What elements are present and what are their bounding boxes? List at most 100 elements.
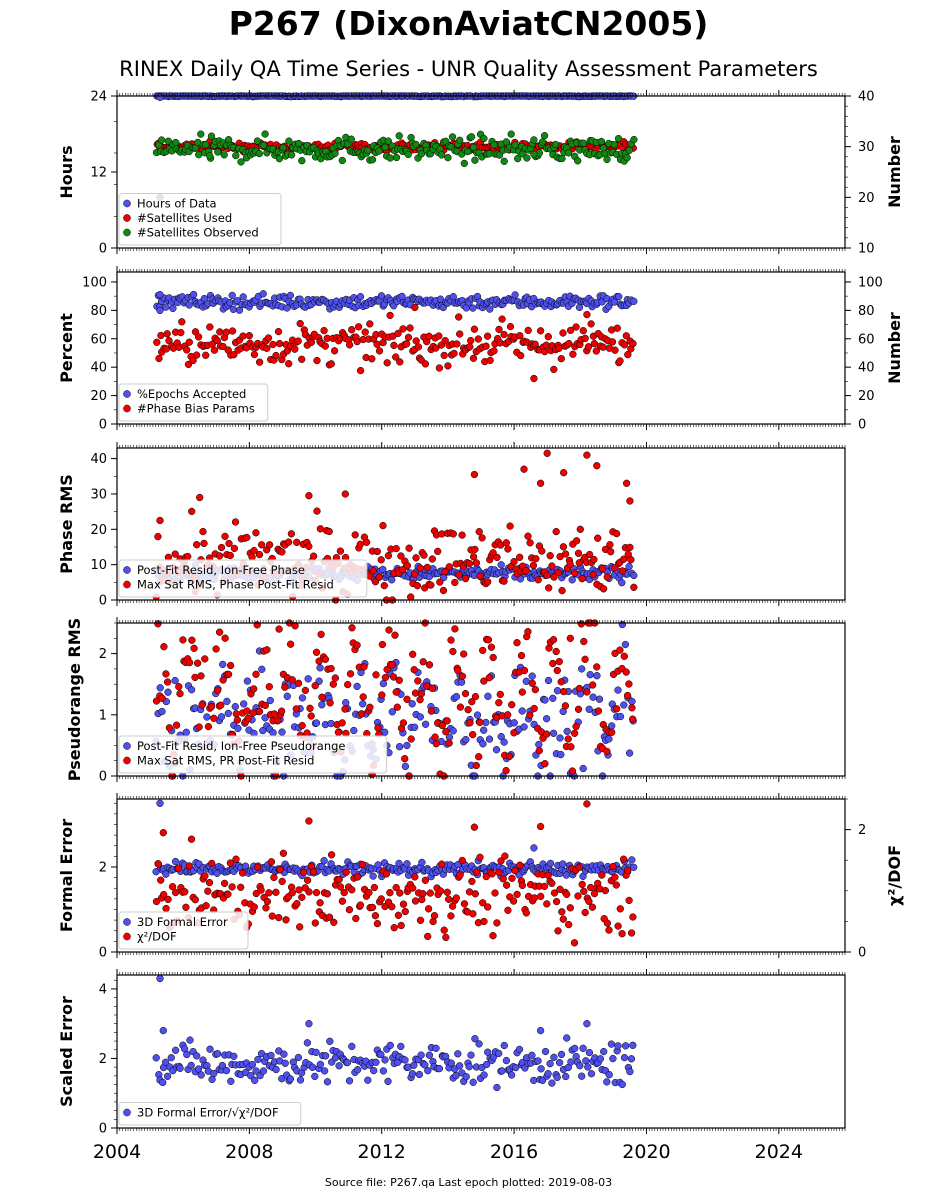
data-point	[274, 327, 283, 336]
data-point	[207, 132, 216, 140]
data-point	[454, 666, 462, 675]
data-point	[288, 676, 296, 684]
y-tick-label: 60	[90, 332, 107, 347]
data-point	[500, 738, 508, 746]
data-point	[374, 724, 382, 732]
data-point	[449, 727, 457, 735]
data-point	[420, 551, 428, 559]
data-point	[317, 630, 325, 639]
data-point	[569, 350, 577, 358]
legend-marker	[123, 580, 131, 589]
data-point	[407, 593, 415, 601]
data-point	[510, 719, 518, 727]
data-point	[275, 625, 283, 633]
data-point	[351, 531, 359, 539]
data-point	[506, 322, 515, 331]
data-point	[204, 887, 212, 895]
data-point	[428, 684, 436, 692]
data-point	[175, 683, 183, 691]
data-point	[449, 530, 457, 538]
data-point	[568, 576, 576, 584]
data-point	[579, 764, 587, 773]
data-point	[216, 328, 224, 336]
data-point	[589, 693, 597, 701]
data-point	[630, 135, 638, 144]
data-point	[528, 679, 536, 687]
data-point	[616, 646, 624, 654]
data-point	[321, 655, 330, 663]
data-point	[158, 694, 166, 702]
data-point	[574, 157, 582, 165]
data-point	[465, 559, 474, 568]
data-point	[221, 634, 229, 642]
data-point	[348, 624, 356, 632]
data-point	[383, 359, 391, 367]
data-point	[279, 144, 287, 152]
data-point	[334, 728, 343, 736]
data-point	[524, 532, 532, 540]
data-point	[551, 140, 560, 149]
data-point	[410, 723, 419, 731]
data-point	[530, 374, 538, 383]
y-tick-label: 24	[90, 90, 107, 105]
data-point	[393, 703, 401, 711]
data-point	[479, 646, 487, 655]
data-point	[479, 740, 487, 748]
data-point	[293, 538, 301, 546]
data-point	[362, 538, 371, 546]
data-point	[546, 859, 555, 868]
legend-marker	[123, 566, 131, 574]
data-point	[528, 672, 536, 680]
legend-marker	[123, 756, 131, 765]
data-point	[437, 151, 446, 159]
data-point	[417, 150, 426, 158]
y2-axis-label: Number	[885, 312, 904, 384]
data-point	[230, 544, 239, 553]
data-point	[294, 337, 302, 345]
data-point	[265, 683, 273, 691]
data-point	[421, 720, 430, 728]
data-point	[195, 723, 203, 731]
data-point	[507, 130, 515, 138]
data-point	[520, 723, 528, 731]
data-point	[257, 541, 266, 549]
data-point	[353, 682, 361, 691]
data-point	[188, 507, 196, 516]
data-point	[178, 318, 186, 326]
y2-tick-label: 80	[858, 304, 875, 319]
data-point	[407, 735, 415, 743]
data-point	[346, 670, 355, 678]
data-point	[417, 690, 426, 698]
data-point	[187, 835, 196, 843]
data-point	[193, 541, 201, 549]
data-point	[204, 722, 213, 731]
data-point	[574, 705, 583, 713]
data-point	[232, 151, 240, 160]
data-point	[490, 347, 498, 355]
data-point	[269, 340, 277, 349]
data-point	[614, 686, 622, 694]
data-point	[566, 560, 574, 568]
data-point	[603, 747, 611, 756]
data-point	[541, 347, 549, 356]
data-point	[493, 553, 501, 562]
data-point	[469, 730, 477, 739]
data-point	[316, 664, 324, 672]
data-point	[197, 130, 205, 138]
data-point	[548, 562, 556, 570]
y-tick-label: 0	[99, 770, 107, 785]
data-point	[440, 351, 448, 360]
data-point	[318, 693, 326, 701]
data-point	[559, 543, 568, 551]
data-point	[466, 343, 474, 351]
data-point	[623, 691, 632, 700]
data-point	[283, 304, 291, 312]
data-point	[286, 291, 295, 300]
data-point	[369, 872, 377, 880]
data-point	[570, 729, 579, 737]
data-point	[199, 527, 207, 536]
data-point	[466, 719, 474, 727]
y-tick-label: 0	[99, 242, 107, 257]
data-point	[224, 670, 233, 679]
